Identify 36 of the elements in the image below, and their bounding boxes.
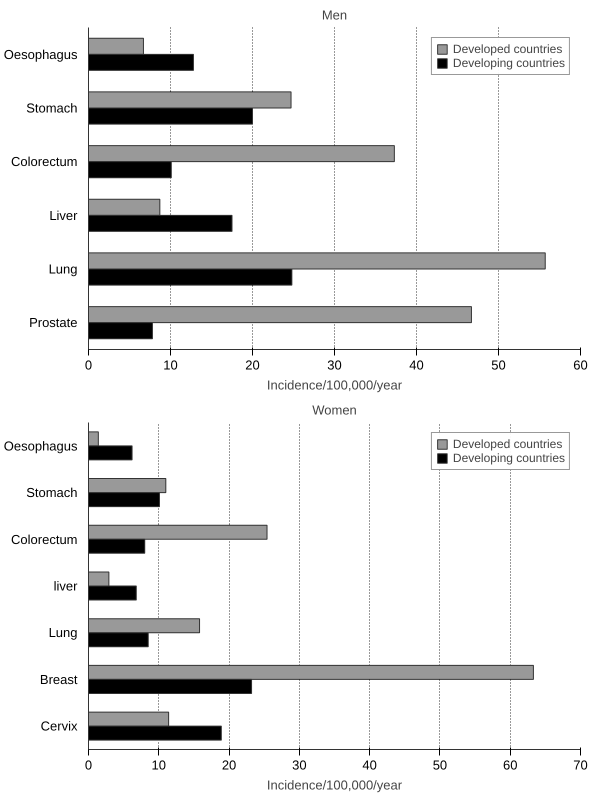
x-tick-label: 60 <box>502 758 518 772</box>
y-tick-label: Colorectum <box>11 532 78 547</box>
x-tick-label: 30 <box>327 358 342 372</box>
y-tick-label: Stomach <box>26 100 78 116</box>
legend-label: Developed countries <box>452 437 562 451</box>
legend-label: Developing countries <box>452 451 565 465</box>
x-tick-label: 50 <box>491 358 506 372</box>
y-tick-label: Prostate <box>29 315 78 330</box>
y-tick-label: Cervix <box>40 718 78 734</box>
x-axis-title: Incidence/100,000/year <box>266 378 403 392</box>
x-tick-label: 10 <box>152 758 166 772</box>
y-tick-label: liver <box>54 578 78 594</box>
y-tick-label: Lung <box>48 625 78 640</box>
y-tick-label: Oesophagus <box>4 438 78 454</box>
x-tick-label: 40 <box>409 358 424 372</box>
legend-label: Developed countries <box>452 42 562 56</box>
x-tick-label: 50 <box>432 758 448 772</box>
chart-title: Men <box>322 8 348 22</box>
chart-title: Women <box>312 402 357 418</box>
x-tick-label: 10 <box>163 358 178 372</box>
y-tick-label: Lung <box>48 262 78 276</box>
x-tick-label: 20 <box>245 358 260 372</box>
x-tick-label: 30 <box>292 758 307 772</box>
x-tick-label: 60 <box>573 358 588 372</box>
y-tick-label: Colorectum <box>11 154 78 170</box>
x-tick-label: 20 <box>222 758 236 772</box>
y-tick-label: Stomach <box>26 485 78 500</box>
y-tick-label: Liver <box>49 208 78 223</box>
x-tick-label: 70 <box>573 758 588 772</box>
x-tick-label: 0 <box>84 758 92 772</box>
x-axis-title: Incidence/100,000/year <box>266 778 403 792</box>
x-tick-label: 0 <box>84 358 92 372</box>
legend-label: Developing countries <box>452 56 565 70</box>
y-tick-label: Oesophagus <box>4 46 78 62</box>
x-tick-label: 40 <box>362 758 377 772</box>
y-tick-label: Breast <box>40 672 78 687</box>
